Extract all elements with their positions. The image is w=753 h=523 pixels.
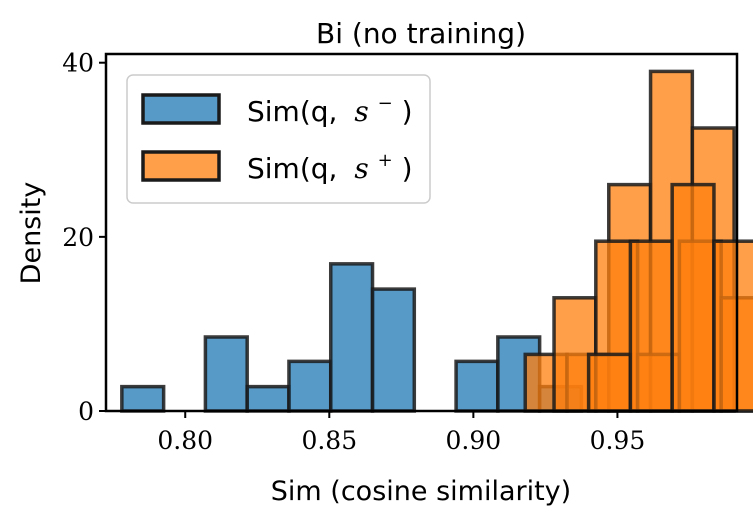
x-tick-label: 0.95 bbox=[590, 426, 646, 455]
histogram-bar-negative bbox=[287, 359, 333, 413]
legend-label-negative: Sim(q, s − ) bbox=[247, 83, 413, 128]
histogram-bar-negative bbox=[245, 384, 291, 413]
bars-layer bbox=[120, 69, 753, 413]
y-axis-title: Density bbox=[16, 182, 47, 285]
x-tick-label: 0.90 bbox=[446, 426, 502, 455]
histogram-bar-negative bbox=[328, 262, 375, 413]
legend-label-negative-prefix: Sim(q, bbox=[247, 95, 337, 128]
x-tick-label: 0.85 bbox=[301, 426, 357, 455]
legend-swatch-negative bbox=[141, 93, 221, 125]
legend-label-positive: Sim(q, s + ) bbox=[247, 140, 413, 185]
histogram-bar-negative bbox=[203, 335, 249, 413]
legend-label-positive-var: s bbox=[354, 152, 368, 185]
histogram-bar-negative bbox=[120, 384, 166, 413]
x-tick-label: 0.80 bbox=[157, 426, 213, 455]
chart-title: Bi (no training) bbox=[316, 17, 526, 50]
legend-label-negative-sup: − bbox=[378, 93, 393, 114]
histogram-bar-negative bbox=[370, 287, 417, 413]
y-tick-label: 0 bbox=[78, 397, 94, 426]
histogram-bar-negative bbox=[454, 359, 500, 413]
ticks-layer: 0.80 0.85 0.90 0.95 0 20 40 bbox=[62, 49, 645, 455]
plot-frame bbox=[104, 52, 739, 413]
legend-label-negative-suffix: ) bbox=[402, 95, 413, 128]
y-tick-label: 20 bbox=[62, 223, 94, 252]
legend-label-positive-suffix: ) bbox=[402, 152, 413, 185]
legend-swatch-positive bbox=[141, 150, 221, 182]
x-axis-title: Sim (cosine similarity) bbox=[271, 476, 571, 507]
y-tick-label: 40 bbox=[62, 49, 94, 78]
histogram-bar-positive-overlap bbox=[670, 182, 716, 413]
legend-label-positive-prefix: Sim(q, bbox=[247, 152, 337, 185]
legend: Sim(q, s − ) Sim(q, s + ) bbox=[126, 74, 431, 204]
legend-label-negative-var: s bbox=[354, 95, 368, 128]
histogram-bar-positive-overlap bbox=[628, 239, 674, 413]
legend-label-positive-sup: + bbox=[378, 150, 393, 171]
histogram-bar-positive-overlap bbox=[586, 352, 633, 413]
histogram-bar-positive-overlap bbox=[712, 239, 753, 413]
